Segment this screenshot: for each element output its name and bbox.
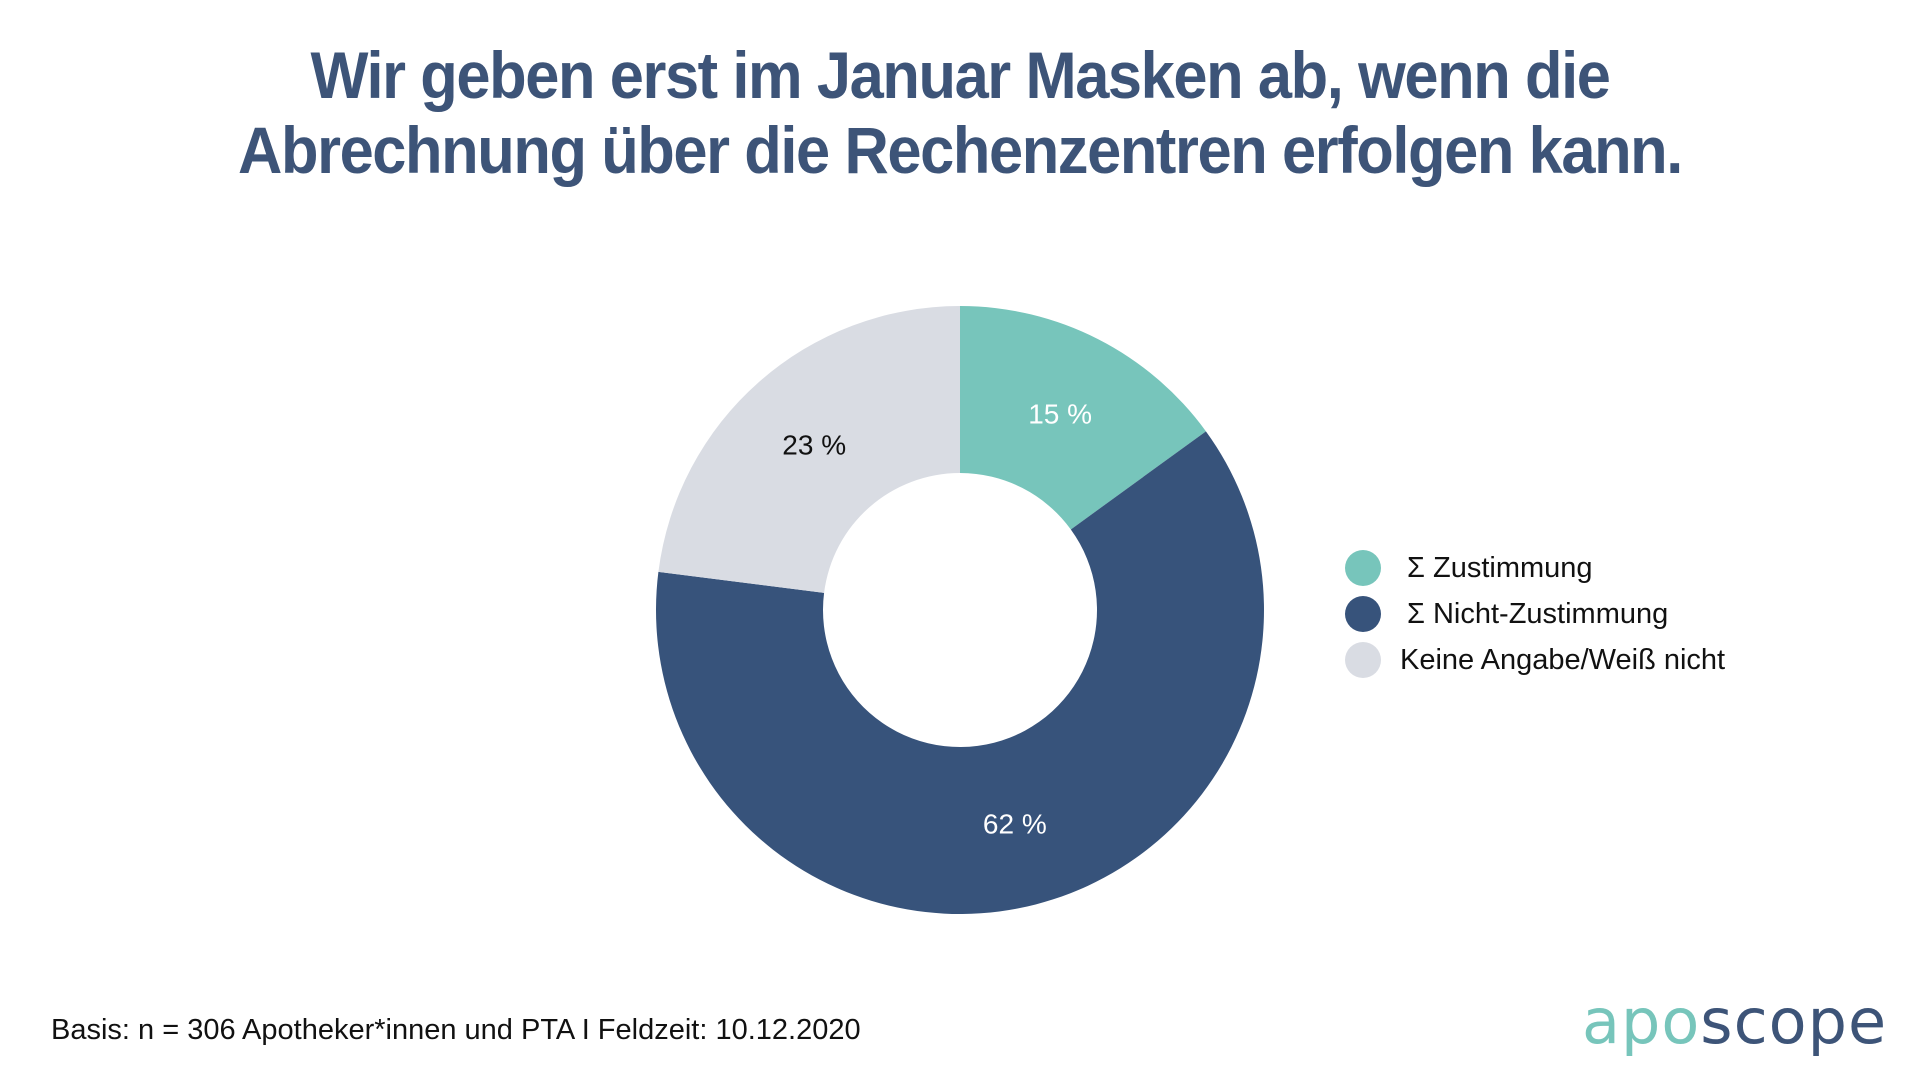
- donut-slice-zustimmung: [960, 306, 1206, 530]
- logo-part-apo: apo: [1582, 985, 1701, 1058]
- legend-item-nicht-zustimmung: Σ Nicht-Zustimmung: [1345, 591, 1725, 637]
- donut-labels: 15 % 62 % 23 %: [782, 399, 1092, 840]
- legend-swatch-zustimmung: [1345, 550, 1381, 586]
- legend-item-keine-angabe: Keine Angabe/Weiß nicht: [1345, 637, 1725, 683]
- chart-legend: Σ Zustimmung Σ Nicht-Zustimmung Keine An…: [1345, 545, 1725, 683]
- legend-swatch-keine-angabe: [1345, 642, 1381, 678]
- footer-note: Basis: n = 306 Apotheker*innen und PTA I…: [51, 1014, 861, 1046]
- legend-label-zustimmung: Σ Zustimmung: [1407, 551, 1593, 584]
- chart-title-line-2: Abrechnung über die Rechenzentren erfolg…: [238, 113, 1683, 187]
- data-label-zustimmung: 15 %: [1028, 399, 1092, 430]
- donut-slices: [656, 306, 1264, 914]
- data-label-keine-angabe-wei-nicht: 23 %: [782, 430, 846, 461]
- legend-label-nicht-zustimmung: Σ Nicht-Zustimmung: [1407, 597, 1669, 630]
- aposcope-logo: aposcope: [1582, 985, 1887, 1058]
- legend-item-zustimmung: Σ Zustimmung: [1345, 545, 1725, 591]
- chart-title-line-1: Wir geben erst im Januar Masken ab, wenn…: [310, 38, 1610, 112]
- donut-slice-keine-angabe-wei-nicht: [658, 306, 960, 593]
- legend-swatch-nicht-zustimmung: [1345, 596, 1381, 632]
- data-label-nicht-zustimmung: 62 %: [983, 809, 1047, 840]
- logo-part-scope: scope: [1700, 985, 1888, 1058]
- legend-label-keine-angabe: Keine Angabe/Weiß nicht: [1400, 643, 1726, 676]
- donut-slice-nicht-zustimmung: [656, 431, 1264, 914]
